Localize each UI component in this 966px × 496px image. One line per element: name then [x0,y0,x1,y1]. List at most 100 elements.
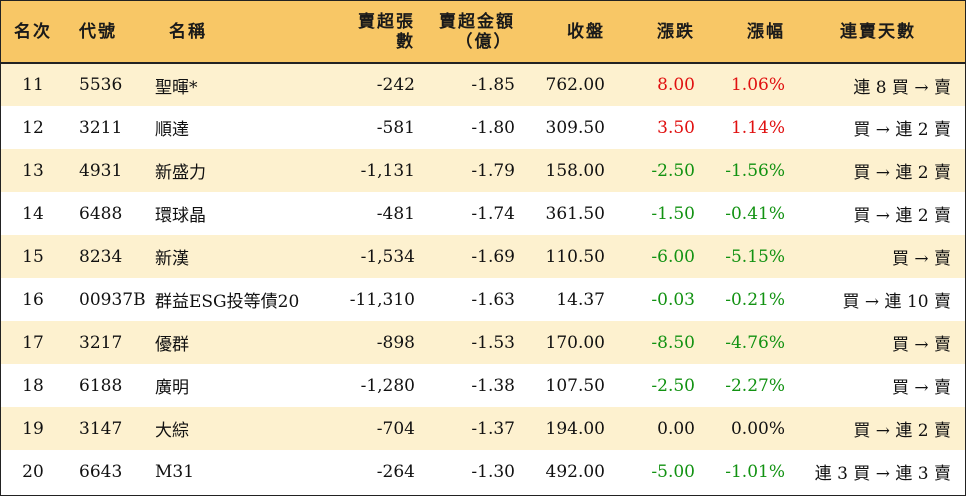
cell-name: 新盛力 [155,163,206,183]
cell-close: 170.00 [545,332,605,353]
cell-change-pct: -2.27% [725,375,785,396]
cell-streak: 買 → 連 2 賣 [853,163,951,183]
header-close[interactable]: 收盤 [525,1,615,64]
header-net-sell-amount-unit: （億） [455,31,513,52]
cell-name: 群益ESG投等債20 [155,292,300,312]
cell-streak: 買 → 賣 [891,378,951,398]
table-header-row: 名次 代號 名稱 賣超張數 賣超金額 （億） 收盤 漲跌 漲幅 連賣天數 [1,1,965,64]
cell-rank: 11 [22,75,44,95]
cell-code: 3147 [79,418,123,439]
cell-change: -8.50 [651,332,695,353]
cell-net-sell-lots: -704 [376,418,415,439]
header-code[interactable]: 代號 [65,1,147,64]
cell-change-pct: 1.14% [730,117,785,138]
cell-net-sell-amount: -1.69 [471,246,515,267]
table-body: 11 5536 聖暉* -242 -1.85 762.00 8.00 1.06%… [1,63,965,493]
cell-net-sell-amount: -1.63 [471,289,515,310]
cell-net-sell-lots: -581 [376,117,415,138]
cell-code: 3211 [79,117,123,138]
header-change-pct[interactable]: 漲幅 [705,1,795,64]
cell-net-sell-lots: -264 [376,461,415,482]
cell-name: 優群 [155,335,189,355]
cell-net-sell-amount: -1.74 [471,203,515,224]
cell-net-sell-amount: -1.79 [471,160,515,181]
cell-streak: 買 → 賣 [891,335,951,355]
cell-change-pct: -1.56% [725,160,785,181]
cell-streak: 買 → 連 2 賣 [853,206,951,226]
cell-rank: 19 [22,418,44,439]
cell-streak: 買 → 賣 [891,249,951,269]
cell-change: -0.03 [651,289,695,310]
header-streak[interactable]: 連賣天數 [795,1,965,64]
cell-name: 順達 [155,120,189,140]
cell-change-pct: -5.15% [725,246,785,267]
cell-name: 環球晶 [155,206,206,226]
cell-code: 6488 [79,203,123,224]
table-row: 14 6488 環球晶 -481 -1.74 361.50 -1.50 -0.4… [1,192,965,235]
cell-net-sell-amount: -1.80 [471,117,515,138]
cell-close: 194.00 [545,418,605,439]
cell-close: 107.50 [545,375,605,396]
header-name[interactable]: 名稱 [147,1,337,64]
cell-code: 5536 [79,75,123,95]
cell-net-sell-lots: -481 [376,203,415,224]
cell-change: -2.50 [651,375,695,396]
cell-change: 0.00 [657,418,695,439]
cell-code: 6188 [79,375,123,396]
table-row: 20 6643 M31 -264 -1.30 492.00 -5.00 -1.0… [1,450,965,493]
cell-name: 大綜 [155,421,189,441]
cell-streak: 連 3 買 → 連 3 賣 [814,464,951,484]
cell-net-sell-amount: -1.30 [471,461,515,482]
table-row: 13 4931 新盛力 -1,131 -1.79 158.00 -2.50 -1… [1,149,965,192]
cell-change-pct: 0.00% [730,418,785,439]
table-row: 17 3217 優群 -898 -1.53 170.00 -8.50 -4.76… [1,321,965,364]
cell-streak: 買 → 連 2 賣 [853,120,951,140]
cell-rank: 20 [22,461,44,482]
cell-rank: 12 [22,117,44,138]
cell-rank: 17 [22,332,44,353]
cell-change-pct: 1.06% [730,75,785,95]
cell-net-sell-amount: -1.38 [471,375,515,396]
cell-change: 3.50 [657,117,695,138]
cell-close: 361.50 [545,203,605,224]
cell-net-sell-lots: -1,131 [360,160,415,181]
cell-code: 8234 [79,246,123,267]
cell-change: 8.00 [657,75,695,95]
cell-change: -5.00 [651,461,695,482]
header-change[interactable]: 漲跌 [615,1,705,64]
table-row: 19 3147 大綜 -704 -1.37 194.00 0.00 0.00% … [1,407,965,450]
cell-name: M31 [155,461,195,482]
cell-close: 309.50 [545,117,605,138]
header-rank[interactable]: 名次 [1,1,65,64]
cell-close: 158.00 [545,160,605,181]
cell-net-sell-amount: -1.37 [471,418,515,439]
cell-change-pct: -4.76% [725,332,785,353]
cell-close: 110.50 [545,246,605,267]
cell-code: 00937B [79,289,146,310]
cell-change: -2.50 [651,160,695,181]
cell-net-sell-lots: -242 [376,75,415,95]
cell-streak: 連 8 買 → 賣 [853,77,951,98]
table-row: 12 3211 順達 -581 -1.80 309.50 3.50 1.14% … [1,106,965,149]
cell-code: 6643 [79,461,123,482]
cell-name: 新漢 [155,249,189,269]
cell-net-sell-lots: -898 [376,332,415,353]
cell-net-sell-lots: -1,280 [360,375,415,396]
header-net-sell-lots[interactable]: 賣超張數 [337,1,425,64]
cell-net-sell-lots: -1,534 [360,246,415,267]
header-net-sell-amount[interactable]: 賣超金額 （億） [425,1,525,64]
cell-change-pct: -0.21% [725,289,785,310]
table-row: 11 5536 聖暉* -242 -1.85 762.00 8.00 1.06%… [1,63,965,106]
cell-code: 4931 [79,160,123,181]
cell-streak: 買 → 連 10 賣 [842,292,952,312]
cell-change: -1.50 [651,203,695,224]
cell-change-pct: -1.01% [725,461,785,482]
cell-rank: 14 [22,203,44,224]
table-row: 18 6188 廣明 -1,280 -1.38 107.50 -2.50 -2.… [1,364,965,407]
cell-net-sell-amount: -1.85 [471,75,515,95]
table-row: 16 00937B 群益ESG投等債20 -11,310 -1.63 14.37… [1,278,965,321]
cell-code: 3217 [79,332,123,353]
cell-rank: 15 [22,246,44,267]
